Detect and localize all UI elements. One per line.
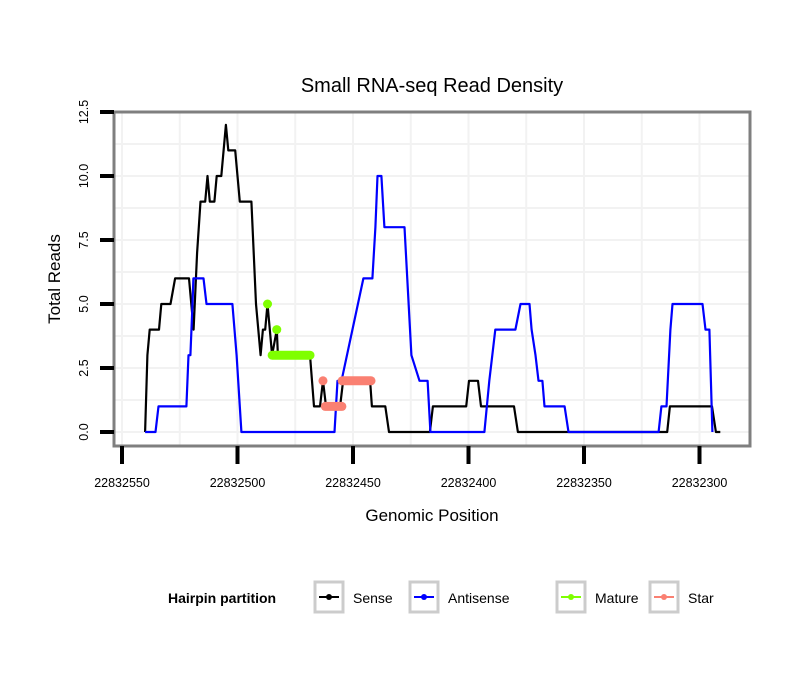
- y-tick-label: 10.0: [77, 164, 91, 188]
- x-axis: 22832550 22832500 22832450 22832400 22832350…: [94, 446, 727, 490]
- legend-item-mature: Mature: [555, 580, 639, 614]
- series-star: [318, 376, 376, 411]
- legend-key-point: [661, 594, 667, 600]
- x-tick-label: 22832550: [94, 476, 150, 490]
- series-sense: [144, 123, 721, 434]
- legend-title: Hairpin partition: [168, 590, 276, 606]
- data-point-mature: [263, 299, 273, 309]
- series-layer: [144, 123, 721, 434]
- y-axis: 0.0 2.5 5.0 7.5 10.0 12.5: [77, 100, 114, 441]
- x-tick-label: 22832500: [210, 476, 266, 490]
- legend-key-point: [326, 594, 332, 600]
- y-tick-label: 7.5: [77, 231, 91, 248]
- x-tick-label: 22832400: [441, 476, 497, 490]
- legend-item-star: Star: [648, 580, 714, 614]
- series-line-antisense: [145, 174, 714, 434]
- series-antisense: [145, 174, 714, 434]
- legend-item-sense: Sense: [313, 580, 393, 614]
- chart-title: Small RNA-seq Read Density: [301, 75, 563, 97]
- x-tick-label: 22832350: [556, 476, 612, 490]
- series-line-sense: [144, 123, 721, 434]
- x-tick-label: 22832300: [672, 476, 728, 490]
- legend-label: Sense: [353, 590, 393, 606]
- y-tick-label: 0.0: [77, 423, 91, 440]
- plot-border: [112, 110, 752, 448]
- y-axis-title: Total Reads: [45, 234, 64, 324]
- y-tick-label: 12.5: [77, 100, 91, 124]
- series-mature: [263, 299, 315, 360]
- legend-key-point: [421, 594, 427, 600]
- x-tick-label: 22832450: [325, 476, 381, 490]
- legend-label: Star: [688, 590, 714, 606]
- data-point-star: [318, 376, 328, 386]
- y-tick-label: 5.0: [77, 295, 91, 312]
- legend-label: Mature: [595, 590, 639, 606]
- legend-key-point: [568, 594, 574, 600]
- legend-item-antisense: Antisense: [408, 580, 510, 614]
- legend-label: Antisense: [448, 590, 510, 606]
- legend: Hairpin partition Sense Antisense Mature St…: [168, 580, 714, 614]
- y-tick-label: 2.5: [77, 359, 91, 376]
- plot-background: [114, 112, 750, 446]
- data-point-mature: [272, 325, 282, 335]
- x-axis-title: Genomic Position: [365, 506, 498, 525]
- plot-panel: [112, 110, 752, 448]
- grid-lines: [114, 112, 750, 446]
